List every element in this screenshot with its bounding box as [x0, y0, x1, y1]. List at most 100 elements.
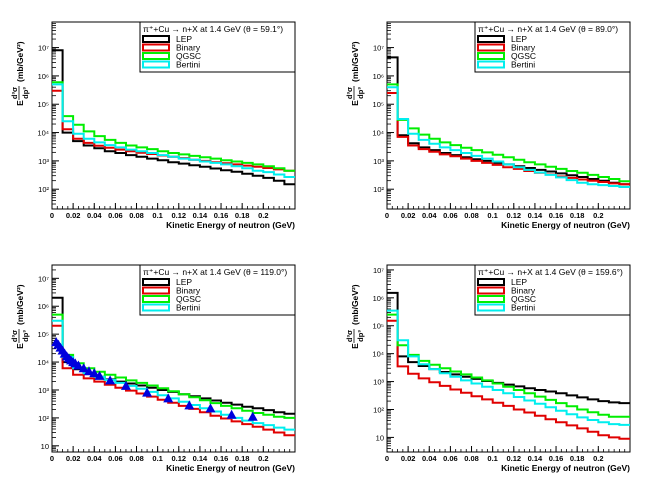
legend: π⁺+Cu → n+X at 1.4 GeV (θ = 119.0°) LEPB…: [139, 264, 296, 316]
series-line-qgsc: [52, 81, 295, 172]
x-tick-label: 0.1: [152, 454, 162, 463]
x-axis-label: Kinetic Energy of neutron (GeV): [166, 220, 295, 230]
legend-label-lep: LEP: [176, 34, 192, 44]
y-axis-label: E d³σ dp³ (mb/GeV²): [10, 41, 30, 106]
x-tick-label: 0.04: [87, 454, 102, 463]
y-tick-label: 10⁷: [38, 44, 49, 53]
legend-box: [139, 264, 296, 316]
x-tick-label: 0.06: [443, 454, 458, 463]
x-tick-label: 0.12: [171, 211, 186, 220]
x-tick-label: 0.12: [171, 454, 186, 463]
y-axis-label-denominator: dp³: [21, 330, 30, 342]
series-line-binary: [387, 319, 630, 440]
y-axis-label: E d³σ dp³ (mb/GeV²): [345, 41, 365, 106]
data-point: [205, 403, 216, 413]
data-point: [105, 375, 116, 385]
x-tick-label: 0.02: [401, 211, 416, 220]
legend-swatch-bertini: [142, 60, 170, 69]
x-tick-label: 0.18: [235, 211, 250, 220]
x-tick-label: 0.2: [258, 454, 268, 463]
y-axis-label-numerator: d³σ: [345, 330, 354, 342]
y-tick-label: 10⁴: [372, 350, 384, 359]
x-tick-label: 0: [385, 211, 389, 220]
y-axis-label: E d³σ dp³ (mb/GeV²): [10, 284, 30, 349]
y-axis-label-numerator: d³σ: [345, 87, 354, 99]
legend-swatch-binary: [142, 286, 170, 295]
legend-label-binary: Binary: [511, 286, 536, 296]
legend-swatch-lep: [477, 278, 505, 286]
y-axis-label-prefix: E: [15, 343, 25, 349]
x-axis-label: Kinetic Energy of neutron (GeV): [501, 463, 630, 473]
y-tick-label: 10⁵: [373, 100, 384, 109]
x-tick-label: 0: [385, 454, 389, 463]
legend-box: [139, 21, 296, 73]
legend-swatch-qgsc: [142, 52, 170, 60]
x-tick-label: 0.2: [258, 211, 268, 220]
series-line-bertini: [387, 86, 630, 188]
series-line-binary: [52, 324, 295, 437]
y-tick-label: 10⁶: [373, 294, 384, 303]
y-tick-label: 10⁵: [373, 322, 384, 331]
legend-label-qgsc: QGSC: [176, 51, 201, 61]
x-tick-label: 0.06: [443, 211, 458, 220]
data-point: [247, 411, 258, 421]
legend-label-qgsc: QGSC: [176, 294, 201, 304]
legend-swatch-lep: [142, 35, 170, 43]
y-tick-label: 10⁶: [38, 302, 49, 311]
x-axis-label: Kinetic Energy of neutron (GeV): [166, 463, 295, 473]
series-line-bertini: [387, 309, 630, 426]
legend-swatch-binary: [142, 43, 170, 52]
x-tick-label: 0.18: [570, 211, 585, 220]
legend-swatch-bertini: [477, 60, 505, 69]
y-axis: 10² 10³ 10⁴ 10⁵ 10⁶ 10⁷: [372, 23, 394, 205]
panel-title: π⁺+Cu → n+X at 1.4 GeV (θ = 59.1°): [143, 24, 283, 34]
x-tick-label: 0: [50, 211, 54, 220]
y-tick-label: 10²: [38, 414, 49, 423]
x-tick-label: 0: [50, 454, 54, 463]
x-tick-label: 0.14: [193, 454, 208, 463]
x-axis: 0 0.02 0.04 0.06 0.08 0.1 0.12 0.14 0.16 0.18 0.2: [385, 446, 631, 463]
x-tick-label: 0.18: [570, 454, 585, 463]
data-points-layer: [51, 337, 258, 421]
y-tick-label: 10²: [373, 405, 384, 414]
y-axis-label: E d³σ dp³ (mb/GeV²): [345, 284, 365, 349]
x-tick-label: 0.02: [66, 211, 81, 220]
y-tick-label: 10⁴: [37, 358, 49, 367]
x-tick-label: 0.08: [129, 211, 144, 220]
legend: π⁺+Cu → n+X at 1.4 GeV (θ = 59.1°) LEPBi…: [139, 21, 296, 73]
x-axis: 0 0.02 0.04 0.06 0.08 0.1 0.12 0.14 0.16 0.18 0.2: [50, 203, 296, 220]
x-tick-label: 0.12: [506, 211, 521, 220]
y-tick-label: 10: [376, 433, 384, 442]
data-point: [83, 366, 94, 376]
legend-label-lep: LEP: [511, 277, 527, 287]
y-tick-label: 10³: [373, 157, 384, 166]
y-tick-label: 10⁴: [37, 129, 49, 138]
panel-4: 0 0.02 0.04 0.06 0.08 0.1 0.12 0.14 0.16 0.18 0.2 …: [345, 264, 631, 473]
legend-swatch-binary: [477, 286, 505, 295]
y-tick-label: 10⁷: [38, 274, 49, 283]
y-axis-label-unit: (mb/GeV²): [350, 284, 360, 325]
data-point: [184, 400, 195, 410]
y-axis: 10 10² 10³ 10⁴ 10⁵ 10⁶ 10⁷: [37, 269, 59, 451]
x-axis: 0 0.02 0.04 0.06 0.08 0.1 0.12 0.14 0.16 0.18 0.2: [50, 446, 296, 463]
y-axis-label-prefix: E: [15, 100, 25, 106]
series-line-lep: [52, 49, 295, 186]
series-line-qgsc: [387, 313, 630, 418]
data-point: [163, 393, 174, 403]
legend-label-binary: Binary: [176, 286, 201, 296]
legend-swatch-lep: [142, 278, 170, 286]
x-tick-label: 0.16: [214, 454, 229, 463]
panel-title: π⁺+Cu → n+X at 1.4 GeV (θ = 119.0°): [143, 267, 287, 277]
x-axis-label: Kinetic Energy of neutron (GeV): [501, 220, 630, 230]
panel-title: π⁺+Cu → n+X at 1.4 GeV (θ = 89.0°): [478, 24, 618, 34]
y-tick-label: 10²: [373, 185, 384, 194]
y-axis-label-numerator: d³σ: [10, 330, 19, 342]
panel-1: 0 0.02 0.04 0.06 0.08 0.1 0.12 0.14 0.16 0.18 0.2 …: [10, 21, 296, 230]
y-axis-label-unit: (mb/GeV²): [350, 41, 360, 82]
legend-swatch-qgsc: [142, 295, 170, 303]
series-layer: [387, 56, 630, 188]
legend-label-binary: Binary: [176, 43, 201, 53]
